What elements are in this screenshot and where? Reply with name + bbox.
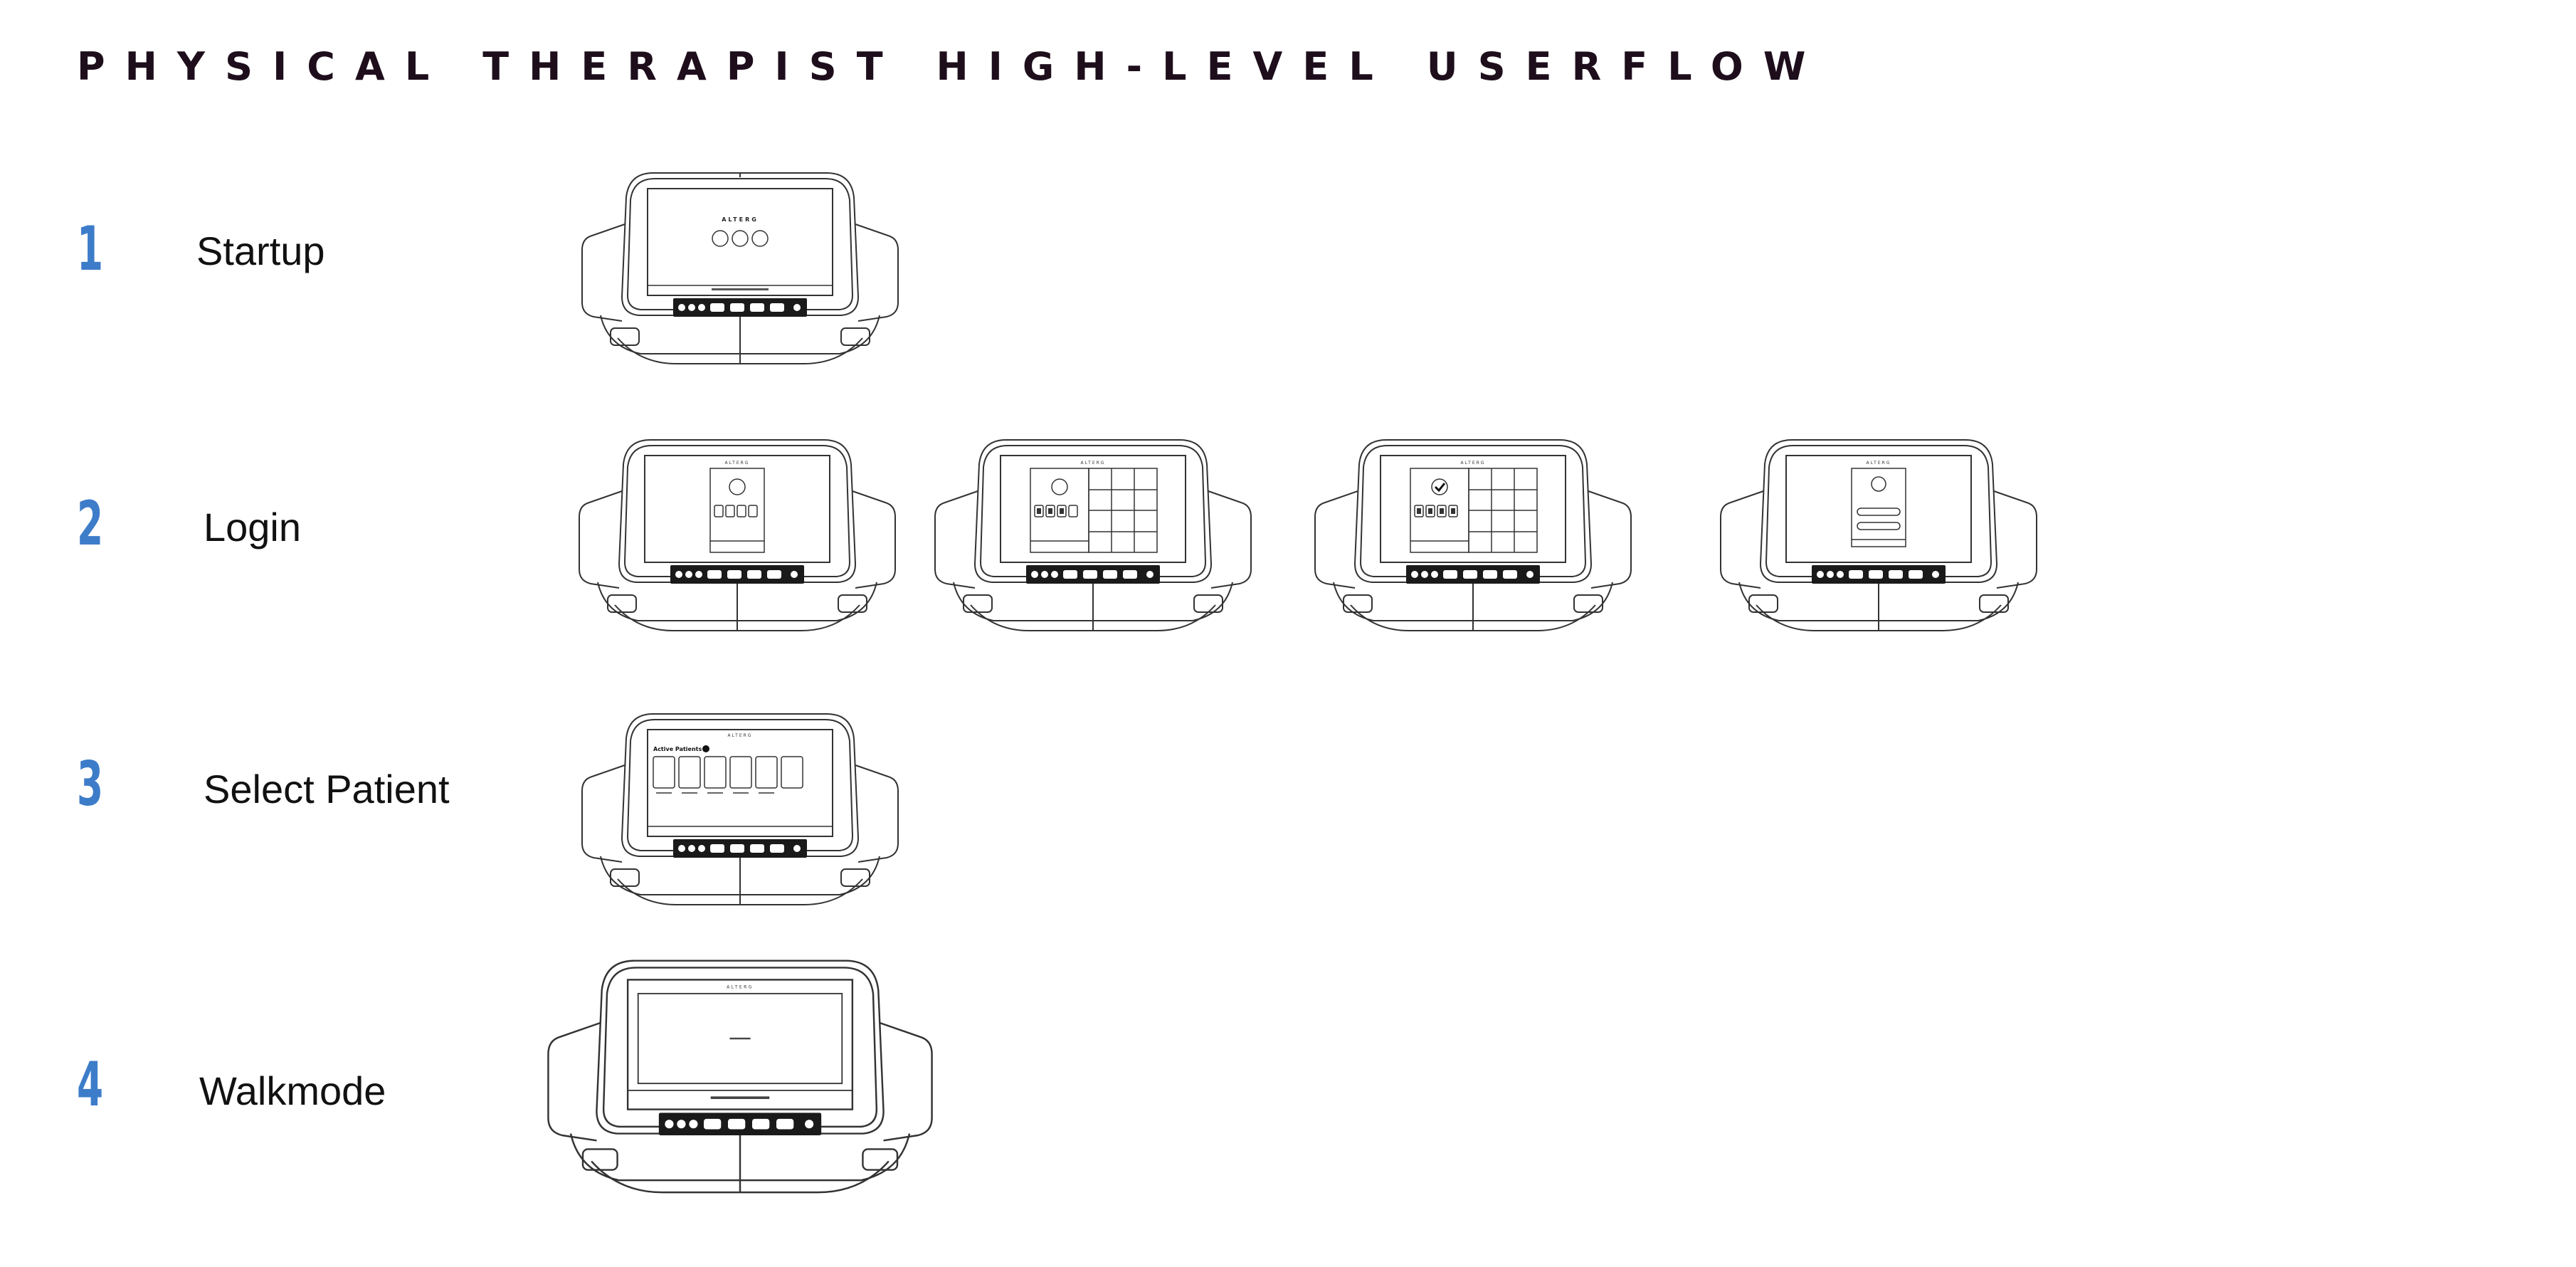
step-4-number: 4 — [77, 1049, 104, 1120]
login-1-brand: ALTERG — [725, 461, 750, 466]
login-device-1: ALTERG — [574, 434, 901, 634]
step-4-label: Walkmode — [199, 1068, 386, 1113]
step-3-label: Select Patient — [204, 767, 450, 811]
select-patient-brand: ALTERG — [728, 733, 753, 738]
login-device-4-drawing: ALTERG — [1720, 439, 2037, 631]
step-2-number: 2 — [77, 488, 104, 559]
login-device-3: ALTERG — [1309, 434, 1637, 634]
step-1-label: Startup — [196, 228, 325, 273]
login-device-2: ALTERG — [929, 434, 1257, 634]
login-4-brand: ALTERG — [1867, 461, 1891, 466]
walkmode-device-drawing: ALTERG — [547, 960, 933, 1194]
checkmark-icon — [1434, 483, 1446, 493]
walkmode-device: ALTERG — [541, 954, 939, 1196]
walkmode-brand: ALTERG — [727, 985, 754, 990]
login-device-2-drawing: ALTERG — [934, 439, 1252, 631]
login-device-4: ALTERG — [1715, 434, 2042, 634]
startup-device: ALTERG — [576, 167, 904, 367]
startup-brand: ALTERG — [722, 216, 759, 223]
select-patient-device-drawing: ALTERG Active Patients — [581, 713, 899, 905]
startup-device-drawing: ALTERG — [581, 172, 899, 364]
login-3-brand: ALTERG — [1461, 461, 1486, 466]
step-1-number: 1 — [77, 214, 104, 285]
login-device-1-drawing: ALTERG — [579, 439, 896, 631]
add-patient-icon — [702, 745, 709, 752]
diagram-title: PHYSICAL THERAPIST HIGH-LEVEL USERFLOW — [77, 44, 1826, 89]
select-patient-device: ALTERG Active Patients — [576, 708, 904, 908]
login-device-3-drawing: ALTERG — [1314, 439, 1632, 631]
login-2-brand: ALTERG — [1081, 461, 1106, 466]
step-2-label: Login — [204, 505, 302, 550]
step-3-number: 3 — [77, 749, 104, 820]
active-patients-heading: Active Patients — [653, 746, 702, 752]
